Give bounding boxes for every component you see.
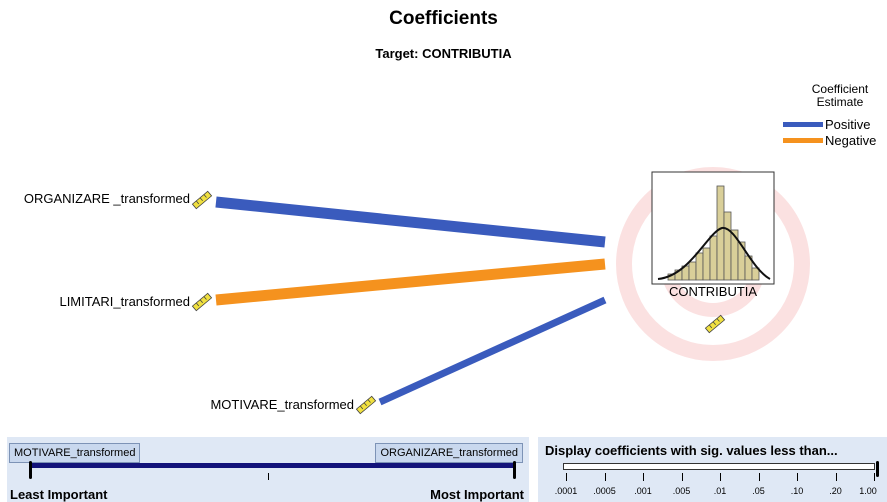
legend-title-line1: Coefficient [811, 82, 869, 96]
importance-slider-handle-min[interactable] [29, 461, 32, 479]
sig-filter-caption: Display coefficients with sig. values le… [545, 443, 838, 458]
target-histogram-bars [667, 185, 760, 281]
sig-tick-mark [720, 473, 721, 481]
sig-tick-mark [643, 473, 644, 481]
sig-tick-mark [874, 473, 875, 481]
importance-max-field: ORGANIZARE_transformed [375, 443, 523, 463]
legend-label-positive: Positive [825, 117, 871, 132]
chart-subtitle: Target: CONTRIBUTIA [375, 46, 512, 61]
connection-motivare[interactable] [378, 296, 607, 406]
sig-tick-mark [566, 473, 567, 481]
predictor-label-limitari[interactable]: LIMITARI_transformed [59, 294, 190, 309]
sig-tick-mark [797, 473, 798, 481]
sig-tick-label: .0001 [554, 486, 578, 496]
sig-filter-handle[interactable] [876, 461, 879, 477]
predictor-label-organizare[interactable]: ORGANIZARE _transformed [23, 191, 190, 206]
importance-slider-midtick [268, 473, 269, 480]
sig-tick-label: .10 [790, 486, 804, 496]
sig-tick-mark [681, 473, 683, 481]
sig-tick-label: .0005 [593, 486, 616, 496]
sig-tick-label: .001 [634, 486, 652, 496]
target-density-curve [657, 227, 771, 280]
importance-slider-handle-max[interactable] [513, 461, 516, 479]
ruler-icon-motivare[interactable] [355, 395, 377, 415]
legend: Coefficient Estimate [800, 83, 880, 109]
sig-tick-mark [758, 473, 760, 481]
ruler-icon-organizare[interactable] [191, 190, 213, 210]
sig-tick-label: .005 [672, 486, 691, 496]
predictor-label-motivare[interactable]: MOTIVARE_transformed [210, 397, 354, 412]
importance-slider-panel: MOTIVARE_transformed ORGANIZARE_transfor… [7, 437, 529, 502]
importance-slider-track[interactable] [29, 463, 515, 468]
legend-swatch-positive [783, 122, 823, 127]
ruler-icon-limitari[interactable] [191, 292, 213, 312]
connection-organizare[interactable] [215, 196, 606, 248]
legend-item-positive: Positive [783, 117, 871, 132]
sig-tick-label: .01 [713, 486, 727, 496]
ruler-icon-target[interactable] [704, 314, 726, 334]
sig-filter-track[interactable] [563, 463, 875, 470]
importance-min-field: MOTIVARE_transformed [9, 443, 141, 463]
legend-swatch-negative [783, 138, 823, 143]
target-node-contributia[interactable] [651, 171, 775, 285]
legend-title-line2: Estimate [816, 95, 864, 109]
sig-tick-label: 1.00 [859, 486, 877, 496]
chart-title: Coefficients [389, 8, 498, 29]
least-important-label: Least Important [10, 487, 108, 502]
sig-tick-label: .20 [829, 486, 842, 496]
most-important-label: Most Important [430, 487, 524, 502]
legend-label-negative: Negative [825, 133, 877, 148]
connection-limitari[interactable] [215, 258, 606, 306]
sig-tick-mark [604, 473, 606, 481]
sig-tick-mark [835, 473, 837, 481]
sig-tick-label: .05 [752, 486, 765, 496]
target-label: CONTRIBUTIA [668, 284, 758, 299]
legend-item-negative: Negative [783, 133, 876, 148]
